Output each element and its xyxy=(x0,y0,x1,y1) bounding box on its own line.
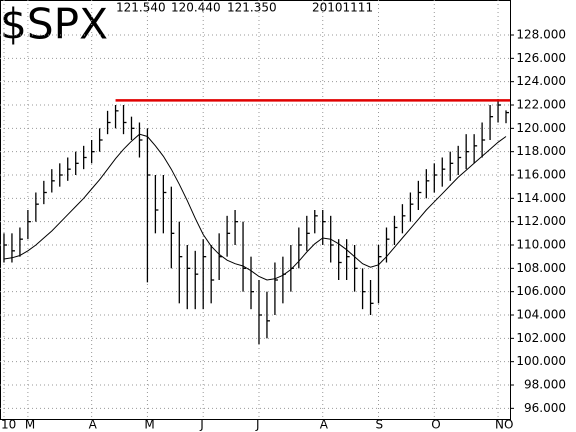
header-low: 120.440 xyxy=(171,1,221,15)
y-tick-label: 98.000 xyxy=(524,378,566,392)
x-tick-label: A xyxy=(89,418,98,432)
y-tick-label: 118.000 xyxy=(516,144,566,158)
y-tick-label: 104.000 xyxy=(516,308,566,322)
y-tick-label: 124.000 xyxy=(516,74,566,88)
header-high: 121.540 xyxy=(116,1,166,15)
header-date: 20101111 xyxy=(312,1,373,15)
y-tick-label: 108.000 xyxy=(516,261,566,275)
y-tick-label: 102.000 xyxy=(516,331,566,345)
x-tick-label: NO xyxy=(495,418,513,432)
y-tick-label: 110.000 xyxy=(516,238,566,252)
x-tick-label: S xyxy=(376,418,384,432)
y-tick-label: 120.000 xyxy=(516,121,566,135)
x-tick-label: M xyxy=(25,418,35,432)
header-close: 121.350 xyxy=(227,1,277,15)
x-tick-label: M xyxy=(144,418,154,432)
y-tick-label: 116.000 xyxy=(516,168,566,182)
y-tick-label: 96.000 xyxy=(524,401,566,415)
y-tick-label: 106.000 xyxy=(516,284,566,298)
x-tick-label: J xyxy=(199,418,204,432)
x-tick-label: J xyxy=(255,418,260,432)
y-tick-label: 126.000 xyxy=(516,51,566,65)
plot-frame xyxy=(0,0,511,420)
y-tick-label: 128.000 xyxy=(516,28,566,42)
moving-average xyxy=(3,133,507,281)
y-tick-label: 100.000 xyxy=(516,354,566,368)
x-tick-label: O xyxy=(431,418,440,432)
x-tick-label: 10 xyxy=(1,418,16,432)
chart-title: $SPX xyxy=(0,0,108,49)
y-tick-label: 114.000 xyxy=(516,191,566,205)
x-tick-label: A xyxy=(320,418,329,432)
y-tick-label: 112.000 xyxy=(516,214,566,228)
y-tick-label: 122.000 xyxy=(516,98,566,112)
